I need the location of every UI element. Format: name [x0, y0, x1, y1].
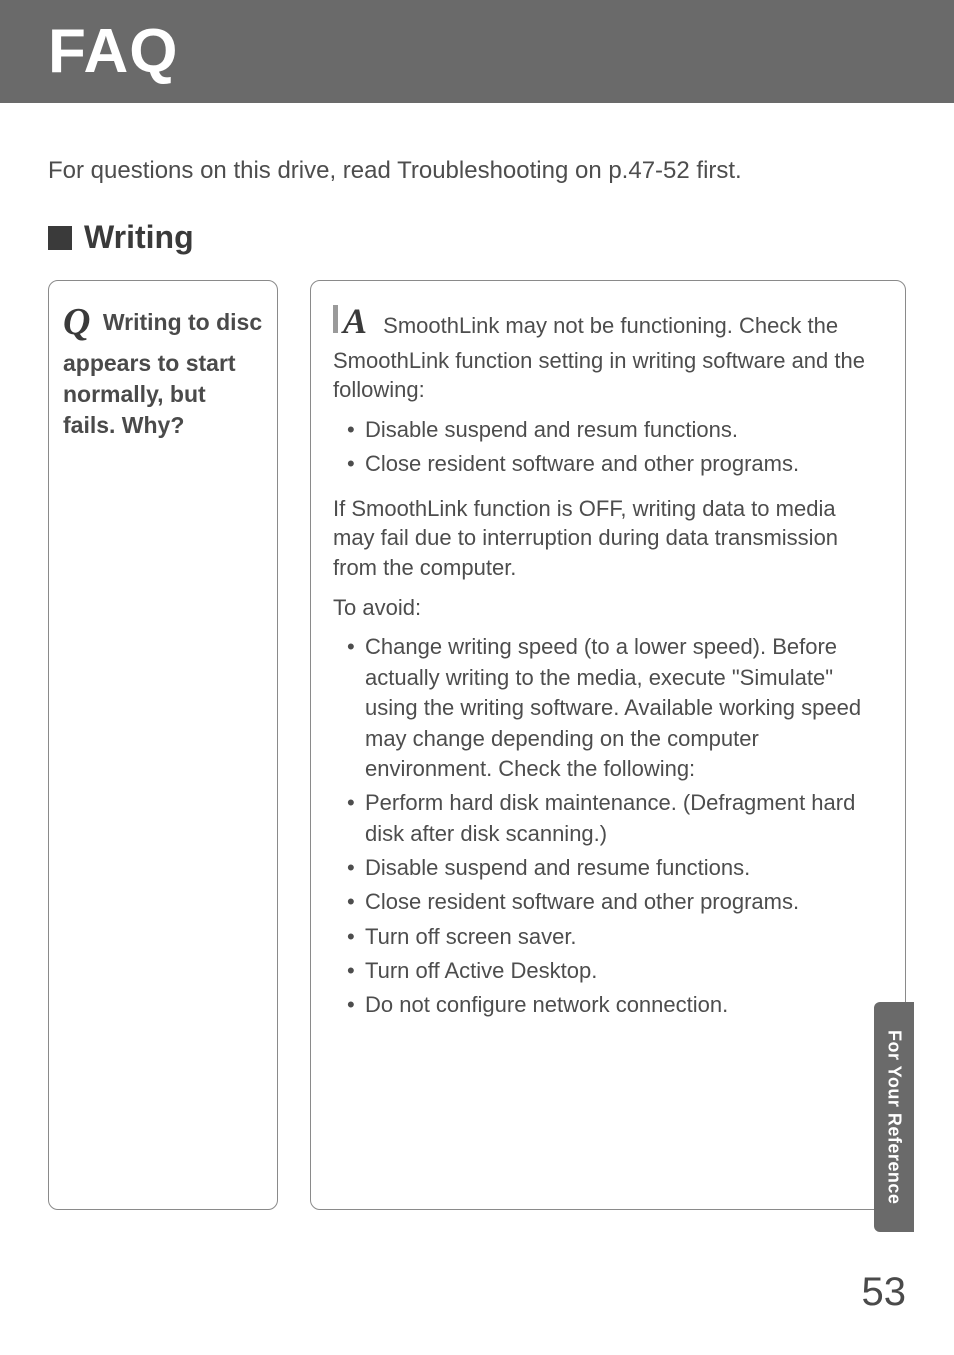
- list-item: Change writing speed (to a lower speed).…: [347, 632, 883, 784]
- list-item: Disable suspend and resume functions.: [347, 853, 883, 883]
- answer-p1-text: SmoothLink may not be functioning. Check…: [333, 313, 865, 402]
- list-item: Perform hard disk maintenance. (Defragme…: [347, 788, 883, 849]
- question-body: Writing to disc appears to start normall…: [63, 309, 262, 438]
- page-title: FAQ: [48, 16, 914, 87]
- list-item: Turn off screen saver.: [347, 922, 883, 952]
- section-title: Writing: [48, 219, 906, 256]
- list-item: Disable suspend and resum functions.: [347, 415, 883, 445]
- question-text: Q Writing to disc appears to start norma…: [63, 309, 262, 438]
- a-letter: A: [333, 301, 367, 341]
- page: FAQ For questions on this drive, read Tr…: [0, 0, 954, 1355]
- qa-row: Q Writing to disc appears to start norma…: [48, 280, 906, 1210]
- list-item: Turn off Active Desktop.: [347, 956, 883, 986]
- q-letter: Q: [63, 301, 90, 343]
- list-item: Do not configure network connection.: [347, 990, 883, 1020]
- intro-text: For questions on this drive, read Troubl…: [48, 157, 906, 185]
- square-bullet-icon: [48, 226, 72, 250]
- answer-list1: Disable suspend and resum functions. Clo…: [333, 415, 883, 480]
- side-tab-label: For Your Reference: [884, 1030, 905, 1204]
- answer-p3: To avoid:: [333, 593, 883, 623]
- answer-box: A SmoothLink may not be functioning. Che…: [310, 280, 906, 1210]
- list-item: Close resident software and other progra…: [347, 887, 883, 917]
- content-area: For questions on this drive, read Troubl…: [0, 103, 954, 1210]
- side-tab: For Your Reference: [874, 1002, 914, 1232]
- answer-p2: If SmoothLink function is OFF, writing d…: [333, 494, 883, 583]
- section-title-text: Writing: [84, 219, 194, 256]
- question-box: Q Writing to disc appears to start norma…: [48, 280, 278, 1210]
- answer-p1: A SmoothLink may not be functioning. Che…: [333, 297, 883, 405]
- page-number: 53: [862, 1270, 907, 1315]
- answer-body: A SmoothLink may not be functioning. Che…: [333, 297, 883, 1021]
- answer-list2: Change writing speed (to a lower speed).…: [333, 632, 883, 1020]
- header-bar: FAQ: [0, 0, 954, 103]
- list-item: Close resident software and other progra…: [347, 449, 883, 479]
